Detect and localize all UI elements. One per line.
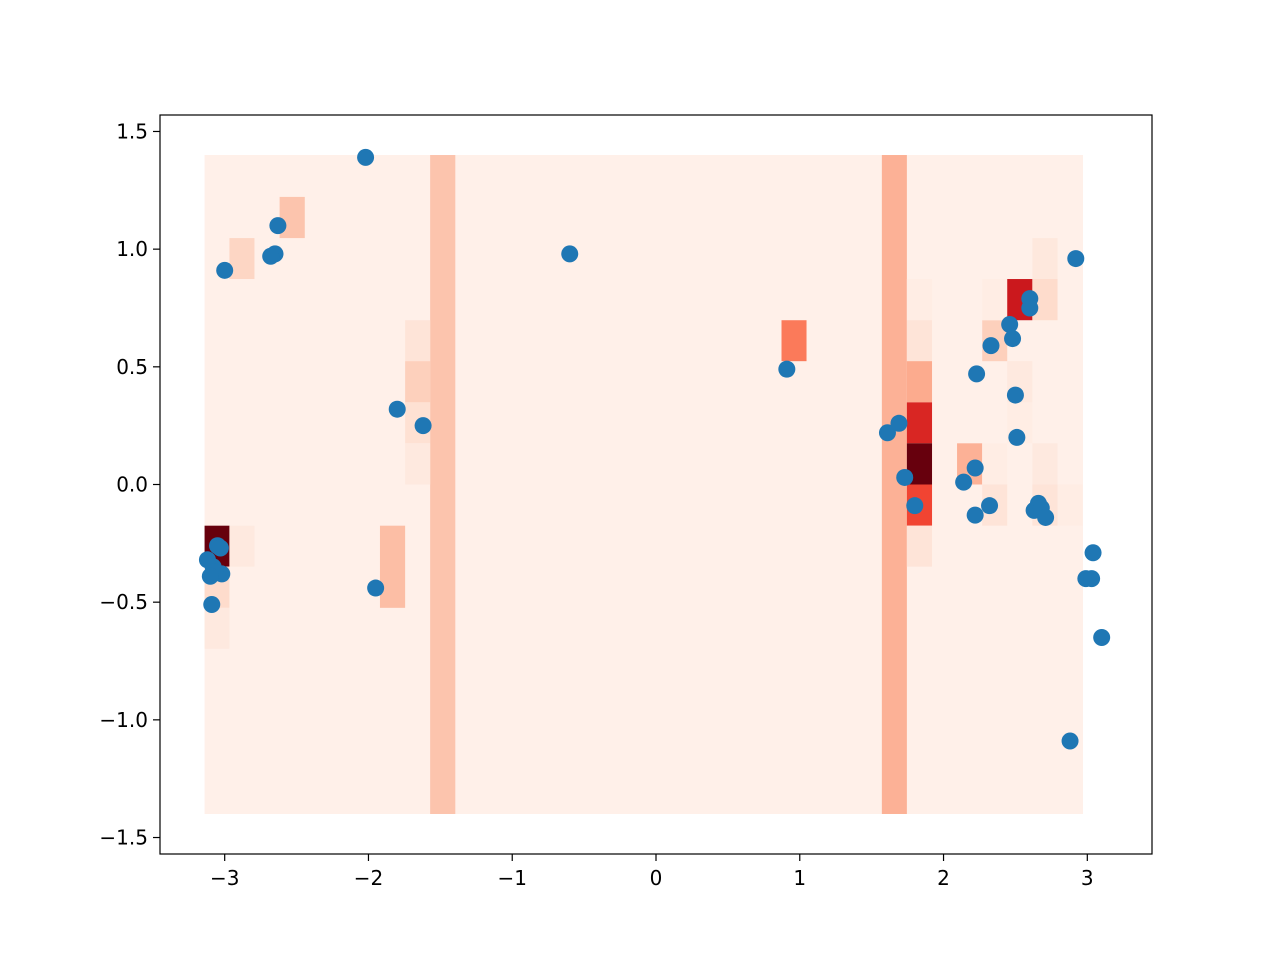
heatmap-cell bbox=[229, 525, 255, 567]
heatmap-cell bbox=[1057, 484, 1083, 526]
heatmap-cell bbox=[982, 443, 1008, 485]
heatmap-cell bbox=[982, 279, 1008, 321]
heatmap-cell bbox=[379, 525, 406, 608]
scatter-point bbox=[1006, 386, 1024, 404]
scatter-point bbox=[968, 365, 986, 383]
scatter-point bbox=[388, 400, 406, 418]
scatter-point bbox=[414, 417, 432, 435]
scatter-point bbox=[216, 261, 234, 279]
scatter-point bbox=[906, 497, 924, 515]
heatmap-layer bbox=[204, 155, 1083, 814]
scatter-point bbox=[211, 539, 229, 557]
y-tick-label: −1.0 bbox=[99, 708, 148, 732]
scatter-point bbox=[1067, 250, 1085, 268]
x-tick-label: 3 bbox=[1081, 866, 1094, 890]
scatter-point bbox=[778, 360, 796, 378]
scatter-point bbox=[955, 473, 973, 491]
heatmap-cell bbox=[906, 361, 933, 403]
scatter-point bbox=[262, 247, 280, 265]
heatmap-cell bbox=[906, 279, 933, 321]
x-tick-label: −2 bbox=[354, 866, 383, 890]
scatter-point bbox=[1037, 508, 1055, 526]
scatter-point bbox=[201, 567, 219, 585]
heatmap-cell bbox=[405, 361, 431, 403]
scatter-point bbox=[1084, 544, 1102, 562]
heatmap-cell bbox=[906, 320, 933, 362]
y-tick-label: 0.5 bbox=[116, 355, 148, 379]
scatter-point bbox=[878, 424, 896, 442]
heatmap-cell bbox=[1032, 443, 1058, 485]
scatter-point bbox=[890, 414, 908, 432]
y-tick-label: 0.0 bbox=[116, 473, 148, 497]
scatter-point bbox=[561, 245, 579, 263]
y-axis: −1.5 −1.0 −0.5 0.0 0.5 1.0 1.5 bbox=[99, 119, 160, 850]
x-tick-label: 0 bbox=[650, 866, 663, 890]
scatter-point bbox=[269, 217, 287, 235]
scatter-point bbox=[1061, 732, 1079, 750]
y-tick-label: −0.5 bbox=[99, 590, 148, 614]
x-tick-label: 2 bbox=[937, 866, 950, 890]
scatter-point bbox=[203, 596, 221, 614]
x-axis: −3 −2 −1 0 1 2 3 bbox=[210, 854, 1094, 890]
heatmap-cell bbox=[405, 320, 431, 362]
scatter-point bbox=[357, 148, 375, 166]
scatter-point bbox=[896, 468, 914, 486]
x-tick-label: −1 bbox=[497, 866, 526, 890]
heatmap-cell bbox=[430, 155, 456, 814]
scatter-point bbox=[1001, 315, 1019, 333]
heatmap-cell bbox=[906, 525, 933, 567]
x-tick-label: −3 bbox=[210, 866, 239, 890]
scatter-point bbox=[1008, 428, 1026, 446]
scatter-point bbox=[1004, 330, 1022, 348]
scatter-point bbox=[966, 506, 984, 524]
heatmap-cell bbox=[1032, 238, 1058, 280]
scatter-point bbox=[981, 497, 999, 515]
heatmap-cell bbox=[906, 402, 933, 444]
scatter-point bbox=[982, 337, 1000, 355]
scatter-point bbox=[1083, 570, 1101, 588]
heatmap-cell bbox=[204, 607, 230, 649]
scatter-point bbox=[367, 579, 385, 597]
y-tick-label: −1.5 bbox=[99, 826, 148, 850]
heatmap-cell bbox=[781, 320, 807, 362]
heatmap-cell bbox=[405, 443, 431, 485]
heatmap-cell bbox=[229, 238, 255, 280]
y-tick-label: 1.5 bbox=[116, 119, 148, 143]
scatter-layer bbox=[198, 148, 1111, 750]
x-tick-label: 1 bbox=[793, 866, 806, 890]
scatter-point bbox=[966, 459, 984, 477]
heatmap-background bbox=[204, 155, 1083, 814]
scatter-point bbox=[1093, 628, 1111, 646]
y-tick-label: 1.0 bbox=[116, 237, 148, 261]
scatter-point bbox=[1021, 299, 1039, 317]
